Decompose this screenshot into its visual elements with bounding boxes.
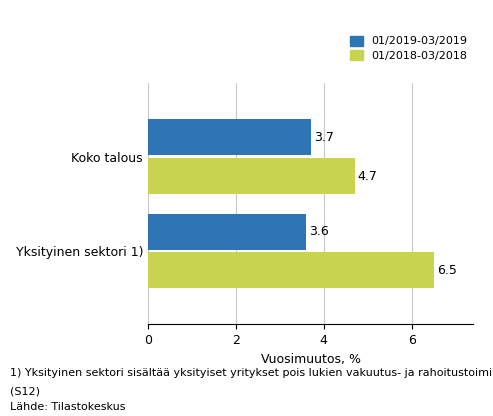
Bar: [148, 253, 434, 288]
Text: Lähde: Tilastokeskus: Lähde: Tilastokeskus: [10, 402, 125, 412]
Text: 1) Yksityinen sektori sisältää yksityiset yritykset pois lukien vakuutus- ja rah: 1) Yksityinen sektori sisältää yksityise…: [10, 368, 493, 378]
Text: 3.6: 3.6: [309, 225, 329, 238]
Bar: [148, 119, 311, 155]
Text: 3.7: 3.7: [314, 131, 334, 144]
Text: 4.7: 4.7: [357, 170, 378, 183]
X-axis label: Vuosimuutos, %: Vuosimuutos, %: [261, 353, 360, 366]
Bar: [148, 214, 306, 250]
Bar: [148, 158, 354, 194]
Legend: 01/2019-03/2019, 01/2018-03/2018: 01/2019-03/2019, 01/2018-03/2018: [350, 36, 468, 61]
Text: 6.5: 6.5: [437, 264, 457, 277]
Text: (S12): (S12): [10, 386, 40, 396]
